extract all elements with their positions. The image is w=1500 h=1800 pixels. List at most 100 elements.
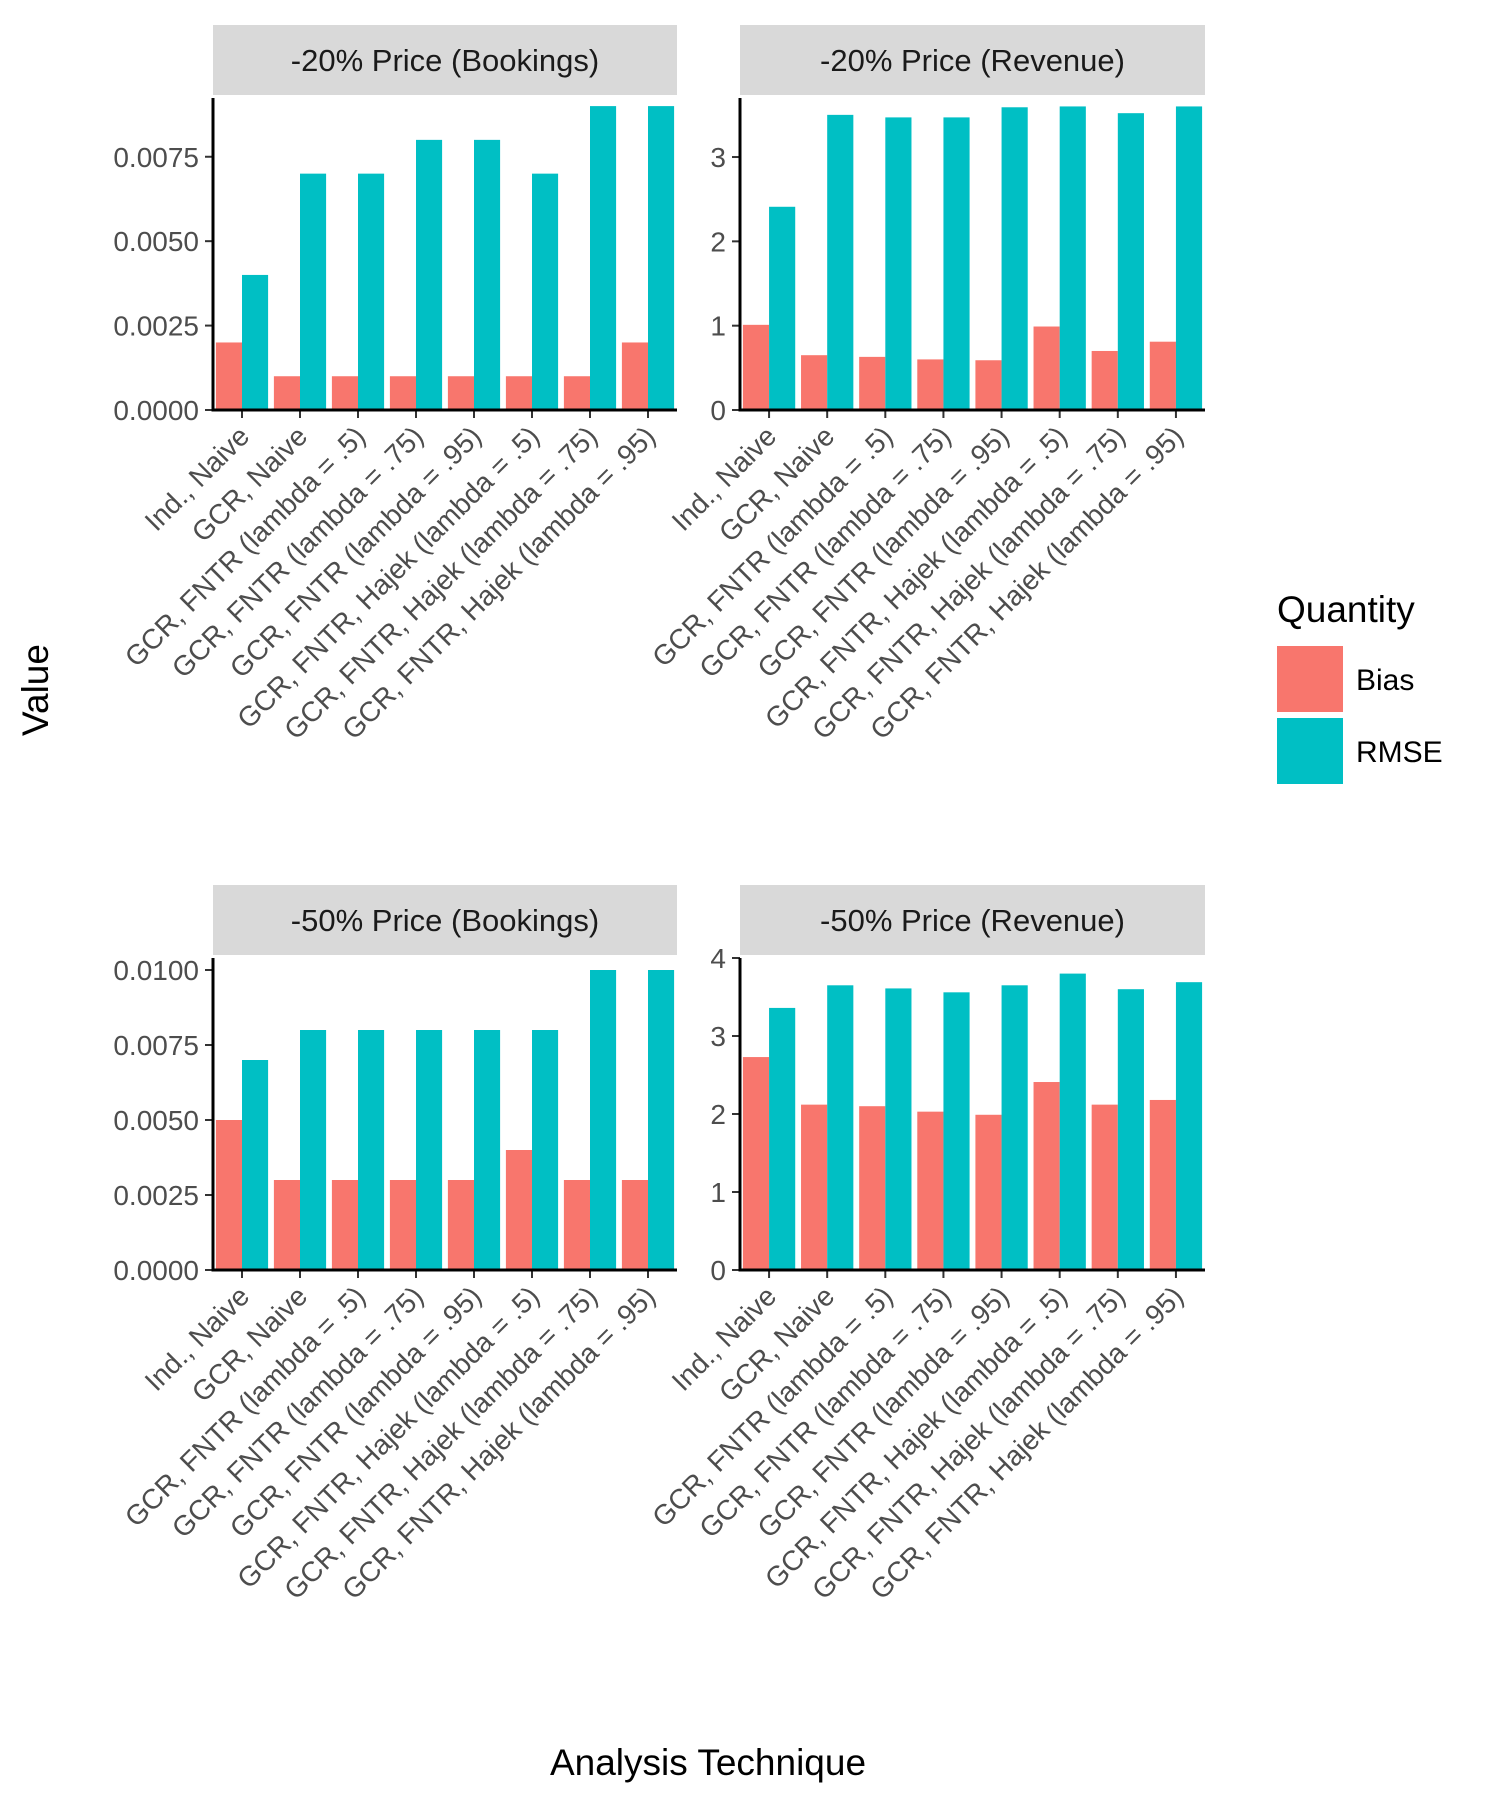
y-tick-label: 2 bbox=[710, 226, 726, 257]
bar-bias-gcr-fntr-lambda-95 bbox=[975, 360, 1002, 410]
x-axis-title: Analysis Technique bbox=[550, 1742, 866, 1783]
bar-rmse-gcr-fntr-hajek-lambda-95 bbox=[1175, 982, 1203, 1270]
bar-bias-gcr-naive bbox=[273, 376, 300, 410]
bar-rmse-gcr-fntr-lambda-75 bbox=[416, 139, 443, 411]
bar-rmse-ind-naive bbox=[242, 274, 269, 410]
y-axis-title: Value bbox=[15, 644, 56, 736]
y-tick-label: 0.0000 bbox=[113, 1255, 199, 1286]
bar-bias-ind-naive bbox=[742, 1057, 770, 1270]
bar-rmse-gcr-fntr-lambda-95 bbox=[1001, 985, 1028, 1270]
bar-rmse-gcr-fntr-lambda-95 bbox=[474, 139, 501, 411]
bar-rmse-gcr-fntr-hajek-lambda-95 bbox=[1175, 106, 1203, 410]
bar-rmse-gcr-naive bbox=[300, 1030, 327, 1270]
y-tick-label: 0.0100 bbox=[113, 955, 199, 986]
bar-bias-gcr-fntr-hajek-lambda-5 bbox=[1033, 1082, 1060, 1270]
bar-rmse-gcr-fntr-lambda-5 bbox=[358, 173, 385, 410]
bar-bias-gcr-fntr-hajek-lambda-95 bbox=[1149, 341, 1176, 410]
bar-bias-gcr-fntr-hajek-lambda-75 bbox=[1091, 1104, 1118, 1270]
bar-rmse-gcr-fntr-hajek-lambda-75 bbox=[590, 106, 617, 411]
panel-strip bbox=[213, 885, 677, 955]
y-tick-label: 4 bbox=[710, 943, 726, 974]
bar-rmse-gcr-naive bbox=[300, 173, 327, 410]
panel-strip bbox=[740, 25, 1205, 95]
y-tick-label: 0.0000 bbox=[113, 395, 199, 426]
bar-bias-gcr-fntr-lambda-75 bbox=[389, 376, 416, 410]
y-tick-label: 0 bbox=[710, 1255, 726, 1286]
bar-bias-gcr-fntr-lambda-5 bbox=[859, 356, 886, 410]
bar-rmse-gcr-fntr-hajek-lambda-5 bbox=[1059, 106, 1086, 410]
bar-rmse-ind-naive bbox=[769, 206, 796, 410]
panel-strip bbox=[213, 25, 677, 95]
y-tick-label: 0.0025 bbox=[113, 1180, 199, 1211]
bar-bias-gcr-fntr-lambda-75 bbox=[917, 1111, 944, 1270]
bar-bias-ind-naive bbox=[215, 342, 242, 410]
legend-title: Quantity bbox=[1277, 589, 1415, 630]
panel-title: -20% Price (Revenue) bbox=[820, 43, 1125, 78]
bar-rmse-gcr-fntr-hajek-lambda-75 bbox=[590, 970, 617, 1270]
bar-rmse-gcr-fntr-hajek-lambda-5 bbox=[532, 173, 559, 410]
bar-bias-gcr-fntr-hajek-lambda-5 bbox=[505, 376, 532, 410]
bar-rmse-gcr-fntr-lambda-75 bbox=[943, 992, 970, 1270]
bar-bias-ind-naive bbox=[742, 324, 770, 410]
y-tick-label: 1 bbox=[710, 1177, 726, 1208]
legend: Quantity Bias RMSE bbox=[1277, 589, 1443, 784]
bar-rmse-gcr-fntr-lambda-75 bbox=[943, 117, 970, 410]
bar-bias-gcr-fntr-lambda-95 bbox=[975, 1114, 1002, 1270]
bar-bias-gcr-fntr-hajek-lambda-75 bbox=[563, 1180, 590, 1270]
bar-bias-gcr-fntr-hajek-lambda-95 bbox=[1149, 1099, 1176, 1270]
bar-rmse-gcr-fntr-hajek-lambda-75 bbox=[1117, 989, 1144, 1270]
bar-rmse-gcr-naive bbox=[827, 985, 854, 1270]
y-tick-label: 0.0025 bbox=[113, 311, 199, 342]
bar-bias-gcr-naive bbox=[801, 1104, 828, 1270]
y-tick-label: 0.0075 bbox=[113, 1030, 199, 1061]
y-tick-label: 0.0050 bbox=[113, 226, 199, 257]
bar-bias-gcr-fntr-lambda-75 bbox=[389, 1180, 416, 1270]
legend-key-rmse bbox=[1277, 718, 1343, 784]
y-tick-label: 0.0050 bbox=[113, 1105, 199, 1136]
bar-bias-gcr-fntr-hajek-lambda-5 bbox=[505, 1150, 532, 1270]
bar-rmse-gcr-fntr-lambda-5 bbox=[885, 117, 912, 410]
bar-rmse-gcr-fntr-lambda-75 bbox=[416, 1030, 443, 1270]
bar-rmse-gcr-fntr-lambda-95 bbox=[474, 1030, 501, 1270]
panel-strip bbox=[740, 885, 1205, 955]
panel-title: -50% Price (Revenue) bbox=[820, 903, 1125, 938]
bar-bias-gcr-fntr-hajek-lambda-75 bbox=[1091, 350, 1118, 410]
bar-bias-gcr-fntr-hajek-lambda-95 bbox=[621, 1180, 648, 1270]
y-tick-label: 2 bbox=[710, 1099, 726, 1130]
bar-rmse-gcr-fntr-lambda-95 bbox=[1001, 107, 1028, 411]
bar-bias-gcr-fntr-hajek-lambda-5 bbox=[1033, 326, 1060, 410]
bar-bias-gcr-fntr-hajek-lambda-95 bbox=[621, 342, 648, 410]
y-tick-label: 0 bbox=[710, 395, 726, 426]
panel-title: -20% Price (Bookings) bbox=[291, 43, 599, 78]
legend-label-rmse: RMSE bbox=[1356, 736, 1443, 769]
bar-rmse-gcr-fntr-hajek-lambda-95 bbox=[648, 970, 675, 1270]
bar-rmse-gcr-fntr-lambda-5 bbox=[358, 1030, 385, 1270]
bar-rmse-gcr-fntr-hajek-lambda-95 bbox=[648, 106, 675, 411]
bar-bias-gcr-fntr-lambda-5 bbox=[331, 1180, 358, 1270]
bar-rmse-gcr-fntr-hajek-lambda-5 bbox=[532, 1030, 559, 1270]
y-tick-label: 3 bbox=[710, 1021, 726, 1052]
y-tick-label: 1 bbox=[710, 311, 726, 342]
bar-bias-gcr-naive bbox=[273, 1180, 300, 1270]
bar-bias-gcr-fntr-lambda-5 bbox=[331, 376, 358, 410]
bar-rmse-ind-naive bbox=[769, 1007, 796, 1270]
bar-bias-ind-naive bbox=[215, 1120, 242, 1270]
bar-bias-gcr-fntr-lambda-75 bbox=[917, 359, 944, 410]
legend-key-bias bbox=[1277, 646, 1343, 712]
bar-rmse-gcr-fntr-hajek-lambda-75 bbox=[1117, 113, 1144, 410]
bar-bias-gcr-fntr-lambda-95 bbox=[447, 1180, 474, 1270]
legend-label-bias: Bias bbox=[1356, 664, 1414, 697]
bar-bias-gcr-naive bbox=[801, 355, 828, 410]
bar-bias-gcr-fntr-hajek-lambda-75 bbox=[563, 376, 590, 410]
bar-bias-gcr-fntr-lambda-5 bbox=[859, 1106, 886, 1270]
y-tick-label: 0.0075 bbox=[113, 142, 199, 173]
panel-title: -50% Price (Bookings) bbox=[291, 903, 599, 938]
bar-rmse-gcr-fntr-lambda-5 bbox=[885, 988, 912, 1270]
bar-rmse-ind-naive bbox=[242, 1060, 269, 1270]
bar-rmse-gcr-fntr-hajek-lambda-5 bbox=[1059, 973, 1086, 1270]
